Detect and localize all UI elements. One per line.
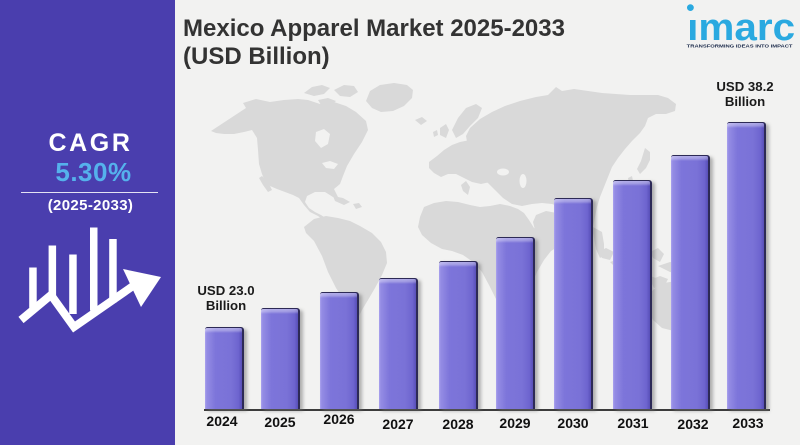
svg-text:TRANSFORMING IDEAS INTO IMPACT: TRANSFORMING IDEAS INTO IMPACT (687, 43, 793, 49)
svg-text:ımarc: ımarc (687, 7, 795, 49)
